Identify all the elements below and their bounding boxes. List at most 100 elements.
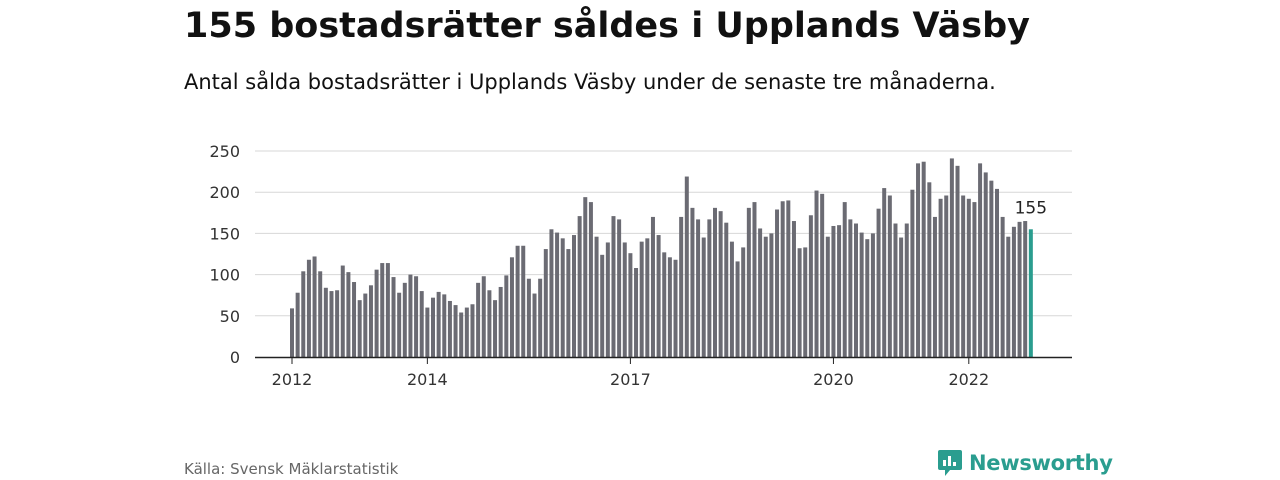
bar (916, 163, 921, 357)
bar (408, 274, 413, 357)
bar (662, 252, 667, 357)
bar (1000, 216, 1005, 357)
bar (617, 219, 622, 357)
brand-logo: Newsworthy (937, 448, 1113, 478)
bar (775, 209, 780, 357)
y-tick-label: 200 (209, 183, 240, 202)
bar (786, 200, 791, 357)
bar (820, 193, 825, 357)
bar (329, 291, 334, 357)
bar (352, 282, 357, 357)
source-note: Källa: Svensk Mäklarstatistik (184, 460, 399, 478)
bar (673, 259, 678, 357)
bar (600, 254, 605, 357)
chart-bars (290, 158, 1033, 357)
bar (380, 263, 385, 357)
bar (667, 257, 672, 357)
bar (887, 195, 892, 357)
bar (470, 304, 475, 357)
bar (560, 238, 565, 357)
bar (622, 242, 627, 357)
bar (447, 300, 452, 357)
bar (684, 176, 689, 357)
bar (780, 201, 785, 357)
bar (758, 228, 763, 357)
bar (402, 282, 407, 357)
bar (301, 271, 306, 357)
bar (656, 235, 661, 357)
bar (532, 293, 537, 357)
bar (464, 307, 469, 357)
bar (870, 233, 875, 357)
bar (577, 216, 582, 357)
bar (397, 292, 402, 357)
bar (949, 158, 954, 357)
bar (543, 249, 548, 357)
bar (374, 269, 379, 357)
bar (808, 215, 813, 357)
bar (854, 223, 858, 357)
bar (679, 216, 684, 357)
highlight-value-label: 155 (1015, 198, 1047, 218)
bar (306, 259, 311, 357)
bar (865, 239, 870, 357)
bar (335, 290, 340, 357)
bar (611, 216, 616, 357)
y-tick-label: 100 (209, 266, 240, 285)
bar (628, 253, 633, 357)
bar (696, 219, 701, 357)
bar (476, 282, 481, 357)
newsworthy-logo-icon (938, 450, 962, 476)
bar (837, 225, 842, 357)
y-tick-label: 0 (230, 348, 240, 367)
bar (707, 219, 712, 357)
bar (983, 172, 988, 357)
bar (961, 195, 966, 357)
y-axis-ticks: 0 50 100 150 200 250 (209, 142, 240, 367)
bar (504, 275, 509, 357)
bar (1017, 221, 1022, 357)
bar (645, 238, 650, 357)
bar (594, 236, 599, 357)
bar (938, 198, 943, 357)
bar (921, 161, 926, 357)
bar (583, 197, 588, 357)
bar (588, 202, 593, 357)
bar (425, 307, 430, 357)
bar (927, 182, 932, 357)
bar (701, 237, 706, 357)
bar (995, 188, 999, 357)
bar (323, 287, 328, 357)
bar (481, 276, 486, 357)
bar (972, 202, 977, 357)
x-tick-label: 2017 (610, 370, 651, 389)
bar (414, 276, 419, 357)
bar (690, 207, 695, 357)
x-tick-label: 2020 (813, 370, 854, 389)
bar (797, 248, 802, 357)
page-title: 155 bostadsrätter såldes i Upplands Väsb… (184, 6, 1030, 46)
bar (1011, 226, 1016, 357)
bar (459, 312, 464, 357)
x-axis-ticks: 2012 2014 2017 2020 2022 (272, 357, 989, 389)
bar (572, 235, 576, 357)
bar (419, 291, 424, 357)
bar (859, 232, 864, 357)
page-subtitle: Antal sålda bostadsrätter i Upplands Väs… (184, 70, 996, 94)
bar (538, 278, 543, 357)
bar (791, 221, 796, 357)
bar (735, 261, 740, 357)
bar (549, 229, 554, 357)
bar (391, 277, 396, 357)
bar (493, 300, 498, 357)
bar (368, 285, 373, 357)
bar (1028, 229, 1033, 357)
bar (295, 292, 300, 357)
bar (555, 232, 560, 357)
bar (346, 272, 351, 357)
bar (639, 241, 644, 357)
y-tick-label: 250 (209, 142, 240, 161)
bar (498, 286, 503, 357)
bar (724, 222, 729, 357)
bar (831, 225, 836, 357)
